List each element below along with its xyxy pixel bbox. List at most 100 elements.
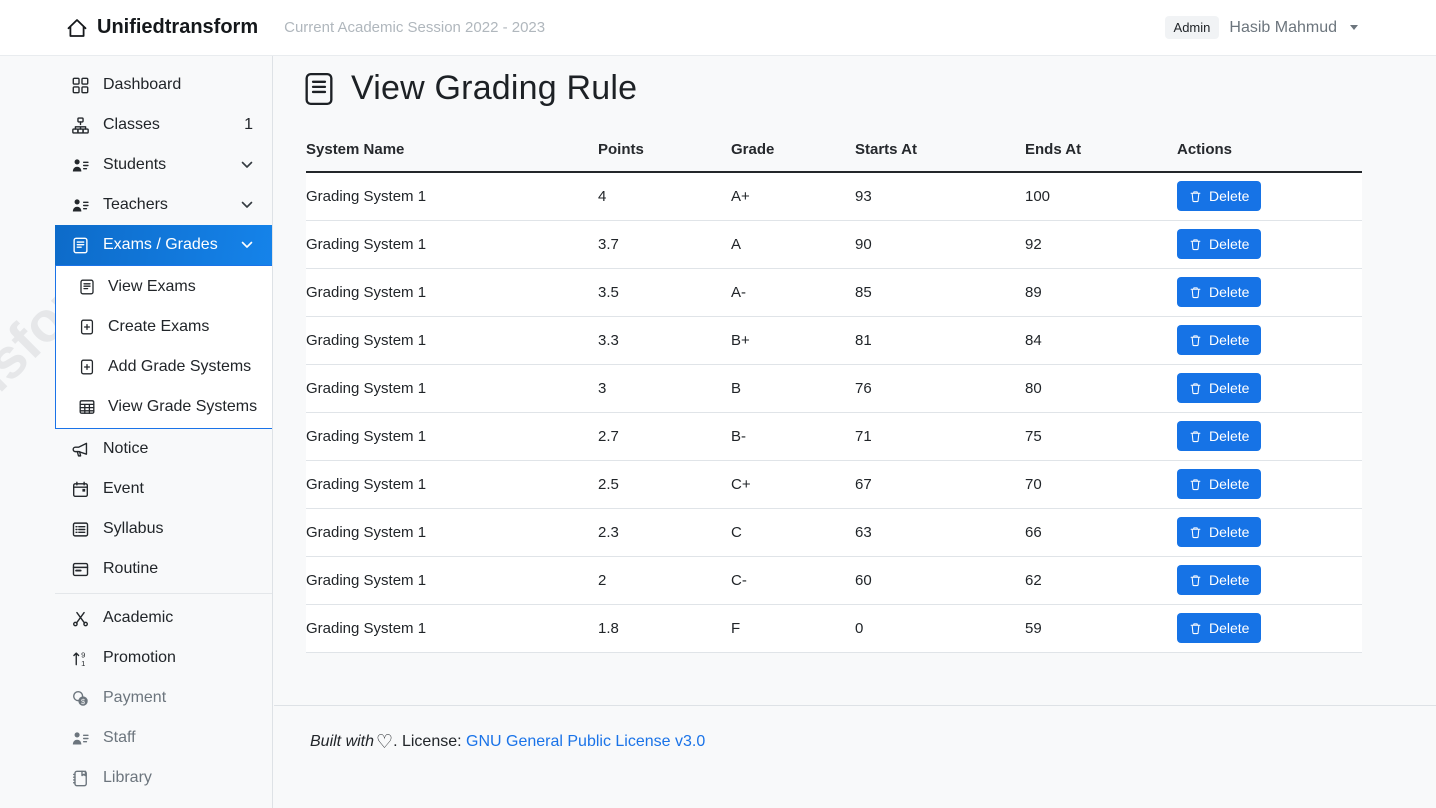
col-header-grade: Grade [731,131,855,173]
cell-system-name: Grading System 1 [306,172,598,221]
top-navbar: Unifiedtransform Current Academic Sessio… [0,0,1436,56]
cell-ends-at: 70 [1025,460,1177,509]
journal-text-icon [302,70,336,108]
cell-grade: B- [731,412,855,461]
license-prefix: . License: [393,733,462,750]
cell-system-name: Grading System 1 [306,460,598,509]
cell-points: 3.3 [598,316,731,365]
cell-points: 1.8 [598,604,731,653]
delete-button[interactable]: Delete [1177,277,1262,307]
trash-icon [1189,190,1202,203]
role-badge: Admin [1164,16,1220,39]
table-header-row: System Name Points Grade Starts At Ends … [306,131,1362,173]
license-link[interactable]: GNU General Public License v3.0 [466,733,706,750]
sidebar: Unifiedtransform Dashboard Classes 1 Stu… [0,56,273,808]
cell-actions: Delete [1177,556,1362,605]
delete-button[interactable]: Delete [1177,325,1262,355]
user-menu[interactable]: Admin Hasib Mahmud [1164,16,1358,39]
cell-system-name: Grading System 1 [306,268,598,317]
sidebar-item-dashboard[interactable]: Dashboard [55,65,272,105]
cell-grade: C [731,508,855,557]
brand-name: Unifiedtransform [97,16,259,38]
page-title: View Grading Rule [351,69,638,107]
sidebar-item-academic[interactable]: Academic [55,598,272,638]
journal-bookmark-icon [72,770,89,787]
cell-starts-at: 81 [855,316,1025,365]
cell-ends-at: 100 [1025,172,1177,221]
sidebar-item-exams-grades[interactable]: Exams / Grades [55,225,272,265]
cell-grade: F [731,604,855,653]
cell-grade: B+ [731,316,855,365]
sidebar-item-payment[interactable]: $ Payment [55,678,272,718]
svg-text:$: $ [81,696,85,705]
delete-button[interactable]: Delete [1177,181,1262,212]
academic-session-label: Current Academic Session 2022 - 2023 [284,19,546,36]
sidebar-nav: Dashboard Classes 1 Students Teachers [0,56,272,798]
grid-icon [72,77,89,94]
cell-starts-at: 71 [855,412,1025,461]
chevron-down-icon [241,161,253,169]
table-row: Grading System 1 3.5 A- 85 89 Delete [306,268,1362,317]
submenu-item-add-grade-systems[interactable]: Add Grade Systems [56,347,272,387]
journal-text-icon [72,237,89,254]
trash-icon [1189,478,1202,491]
delete-button[interactable]: Delete [1177,373,1262,403]
cell-system-name: Grading System 1 [306,412,598,461]
delete-button[interactable]: Delete [1177,421,1262,451]
cell-system-name: Grading System 1 [306,508,598,557]
col-header-starts-at: Starts At [855,131,1025,173]
sidebar-item-notice[interactable]: Notice [55,429,272,469]
table-row: Grading System 1 3.7 A 90 92 Delete [306,220,1362,269]
trash-icon [1189,286,1202,299]
cell-grade: A+ [731,172,855,221]
table-row: Grading System 1 4 A+ 93 100 Delete [306,172,1362,221]
user-name: Hasib Mahmud [1229,18,1337,36]
trash-icon [1189,526,1202,539]
delete-button[interactable]: Delete [1177,229,1262,259]
diagram-icon [72,116,89,134]
submenu-item-view-grade-systems[interactable]: View Grade Systems [56,387,272,427]
person-lines-icon [72,730,89,747]
delete-button[interactable]: Delete [1177,517,1262,547]
table-row: Grading System 1 3 B 76 80 Delete [306,364,1362,413]
submenu-item-view-exams[interactable]: View Exams [56,267,272,307]
cell-grade: C- [731,556,855,605]
table-row: Grading System 1 2.3 C 63 66 Delete [306,508,1362,557]
col-header-system-name: System Name [306,131,598,173]
cell-system-name: Grading System 1 [306,364,598,413]
heart-icon: ♡ [376,732,394,753]
sidebar-item-routine[interactable]: Routine [55,549,272,589]
delete-button[interactable]: Delete [1177,565,1262,595]
sidebar-divider [55,593,272,594]
sidebar-item-teachers[interactable]: Teachers [55,185,272,225]
brand-logo[interactable]: Unifiedtransform [66,16,258,39]
trash-icon [1189,382,1202,395]
calendar-event-icon [72,481,89,498]
submenu-item-create-exams[interactable]: Create Exams [56,307,272,347]
sidebar-item-event[interactable]: Event [55,469,272,509]
card-list-icon [72,521,89,538]
sidebar-item-classes[interactable]: Classes 1 [55,105,272,145]
sidebar-item-syllabus[interactable]: Syllabus [55,509,272,549]
file-plus-icon [79,319,95,335]
trash-icon [1189,238,1202,251]
cell-ends-at: 75 [1025,412,1177,461]
cell-ends-at: 84 [1025,316,1177,365]
sidebar-item-staff[interactable]: Staff [55,718,272,758]
sidebar-item-students[interactable]: Students [55,145,272,185]
svg-text:1: 1 [81,659,85,667]
cell-ends-at: 92 [1025,220,1177,269]
chevron-down-icon [241,201,253,209]
grading-table-container: System Name Points Grade Starts At Ends … [306,131,1362,653]
cell-starts-at: 63 [855,508,1025,557]
delete-button[interactable]: Delete [1177,613,1262,643]
journal-text-icon [79,279,95,295]
cell-actions: Delete [1177,268,1362,317]
delete-button[interactable]: Delete [1177,469,1262,499]
cell-grade: A [731,220,855,269]
cell-ends-at: 80 [1025,364,1177,413]
cell-actions: Delete [1177,460,1362,509]
sidebar-item-library[interactable]: Library [55,758,272,798]
